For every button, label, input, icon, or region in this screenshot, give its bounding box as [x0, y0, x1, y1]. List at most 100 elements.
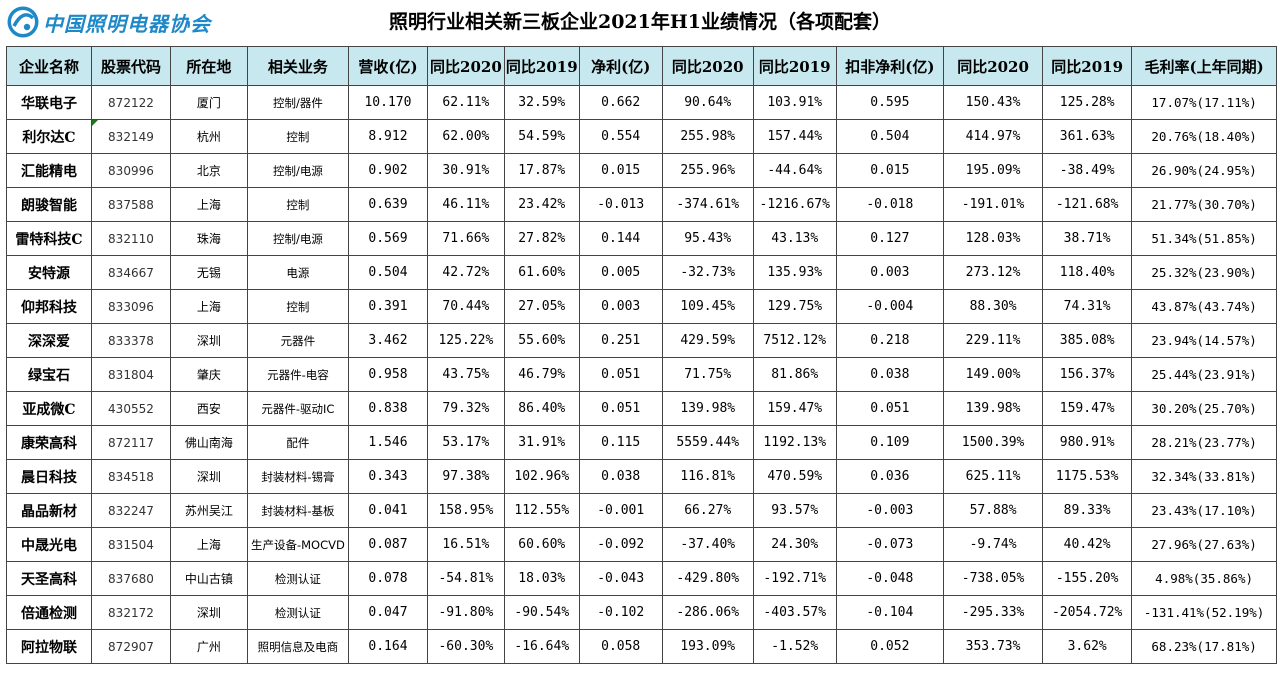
cell-np[interactable]: -0.043 [578, 561, 663, 596]
cell-biz[interactable]: 控制 [246, 289, 350, 324]
cell-biz[interactable]: 控制/器件 [246, 85, 350, 120]
cell-name[interactable]: 深深爱 [6, 323, 92, 358]
cell-dnp19[interactable]: -2054.72% [1042, 595, 1133, 630]
cell-city[interactable]: 肇庆 [169, 357, 248, 392]
cell-dnp19[interactable]: 385.08% [1042, 323, 1133, 358]
cell-np[interactable]: 0.115 [578, 425, 663, 460]
cell-np19[interactable]: 43.13% [752, 221, 837, 256]
cell-name[interactable]: 晨日科技 [6, 459, 92, 494]
cell-name[interactable]: 安特源 [6, 255, 92, 290]
cell-code[interactable]: 430552 [91, 391, 171, 426]
cell-rev19[interactable]: 31.91% [503, 425, 580, 460]
cell-rev[interactable]: 0.639 [348, 187, 428, 222]
cell-np[interactable]: 0.051 [578, 391, 663, 426]
cell-np20[interactable]: 255.96% [661, 153, 754, 188]
cell-np20[interactable]: 139.98% [661, 391, 754, 426]
cell-rev20[interactable]: 42.72% [426, 255, 505, 290]
cell-dnp[interactable]: 0.109 [835, 425, 944, 460]
cell-dnp[interactable]: -0.003 [835, 493, 944, 528]
cell-name[interactable]: 仰邦科技 [6, 289, 92, 324]
cell-rev[interactable]: 0.087 [348, 527, 428, 562]
cell-rev20[interactable]: 158.95% [426, 493, 505, 528]
cell-np20[interactable]: -37.40% [661, 527, 754, 562]
cell-code[interactable]: 833096 [91, 289, 171, 324]
cell-rev19[interactable]: 61.60% [503, 255, 580, 290]
cell-np[interactable]: 0.662 [578, 85, 663, 120]
cell-city[interactable]: 上海 [169, 289, 248, 324]
cell-rev19[interactable]: 112.55% [503, 493, 580, 528]
cell-rev[interactable]: 0.343 [348, 459, 428, 494]
cell-biz[interactable]: 检测认证 [246, 561, 350, 596]
cell-gm[interactable]: 25.32%(23.90%) [1131, 255, 1277, 290]
cell-np19[interactable]: -403.57% [752, 595, 837, 630]
cell-dnp[interactable]: 0.127 [835, 221, 944, 256]
cell-dnp[interactable]: 0.015 [835, 153, 944, 188]
cell-gm[interactable]: 68.23%(17.81%) [1131, 629, 1277, 664]
cell-np20[interactable]: 193.09% [661, 629, 754, 664]
cell-dnp19[interactable]: 980.91% [1042, 425, 1133, 460]
cell-city[interactable]: 西安 [169, 391, 248, 426]
cell-dnp[interactable]: 0.003 [835, 255, 944, 290]
cell-np20[interactable]: 66.27% [661, 493, 754, 528]
cell-city[interactable]: 北京 [169, 153, 248, 188]
cell-rev[interactable]: 0.078 [348, 561, 428, 596]
cell-name[interactable]: 阿拉物联 [6, 629, 92, 664]
cell-name[interactable]: 亚成微C [6, 391, 92, 426]
cell-name[interactable]: 华联电子 [6, 85, 92, 120]
cell-np[interactable]: -0.092 [578, 527, 663, 562]
cell-code[interactable]: 832110 [91, 221, 171, 256]
cell-rev20[interactable]: -60.30% [426, 629, 505, 664]
cell-rev19[interactable]: 32.59% [503, 85, 580, 120]
cell-code[interactable]: 831504 [91, 527, 171, 562]
cell-rev19[interactable]: 27.82% [503, 221, 580, 256]
column-header[interactable]: 扣非净利(亿) [835, 46, 944, 86]
cell-name[interactable]: 晶品新材 [6, 493, 92, 528]
cell-biz[interactable]: 控制/电源 [246, 153, 350, 188]
column-header[interactable]: 所在地 [169, 46, 248, 86]
cell-city[interactable]: 无锡 [169, 255, 248, 290]
cell-city[interactable]: 厦门 [169, 85, 248, 120]
cell-rev20[interactable]: 79.32% [426, 391, 505, 426]
cell-np[interactable]: 0.251 [578, 323, 663, 358]
cell-rev19[interactable]: 86.40% [503, 391, 580, 426]
cell-rev[interactable]: 0.041 [348, 493, 428, 528]
cell-np20[interactable]: -32.73% [661, 255, 754, 290]
cell-rev20[interactable]: 70.44% [426, 289, 505, 324]
cell-rev[interactable]: 0.838 [348, 391, 428, 426]
cell-dnp19[interactable]: 125.28% [1042, 85, 1133, 120]
cell-dnp20[interactable]: 414.97% [942, 119, 1044, 154]
column-header[interactable]: 同比2019 [1042, 46, 1133, 86]
cell-np20[interactable]: -374.61% [661, 187, 754, 222]
cell-gm[interactable]: 20.76%(18.40%) [1131, 119, 1277, 154]
column-header[interactable]: 同比2020 [426, 46, 505, 86]
cell-np19[interactable]: 157.44% [752, 119, 837, 154]
cell-rev19[interactable]: 102.96% [503, 459, 580, 494]
cell-dnp[interactable]: 0.595 [835, 85, 944, 120]
column-header[interactable]: 同比2020 [942, 46, 1044, 86]
cell-biz[interactable]: 检测认证 [246, 595, 350, 630]
cell-biz[interactable]: 电源 [246, 255, 350, 290]
cell-np[interactable]: 0.554 [578, 119, 663, 154]
cell-np19[interactable]: 24.30% [752, 527, 837, 562]
cell-dnp19[interactable]: 118.40% [1042, 255, 1133, 290]
cell-city[interactable]: 深圳 [169, 595, 248, 630]
cell-name[interactable]: 绿宝石 [6, 357, 92, 392]
cell-dnp20[interactable]: 128.03% [942, 221, 1044, 256]
cell-rev[interactable]: 0.569 [348, 221, 428, 256]
cell-code[interactable]: 837680 [91, 561, 171, 596]
cell-city[interactable]: 广州 [169, 629, 248, 664]
cell-dnp20[interactable]: -9.74% [942, 527, 1044, 562]
cell-rev19[interactable]: -90.54% [503, 595, 580, 630]
cell-dnp20[interactable]: 1500.39% [942, 425, 1044, 460]
cell-name[interactable]: 利尔达C [6, 119, 92, 154]
cell-city[interactable]: 佛山南海 [169, 425, 248, 460]
cell-gm[interactable]: 28.21%(23.77%) [1131, 425, 1277, 460]
cell-dnp20[interactable]: 150.43% [942, 85, 1044, 120]
cell-rev19[interactable]: 17.87% [503, 153, 580, 188]
cell-gm[interactable]: 25.44%(23.91%) [1131, 357, 1277, 392]
cell-gm[interactable]: 30.20%(25.70%) [1131, 391, 1277, 426]
cell-city[interactable]: 中山古镇 [169, 561, 248, 596]
cell-rev20[interactable]: 46.11% [426, 187, 505, 222]
cell-gm[interactable]: -131.41%(52.19%) [1131, 595, 1277, 630]
cell-city[interactable]: 上海 [169, 527, 248, 562]
